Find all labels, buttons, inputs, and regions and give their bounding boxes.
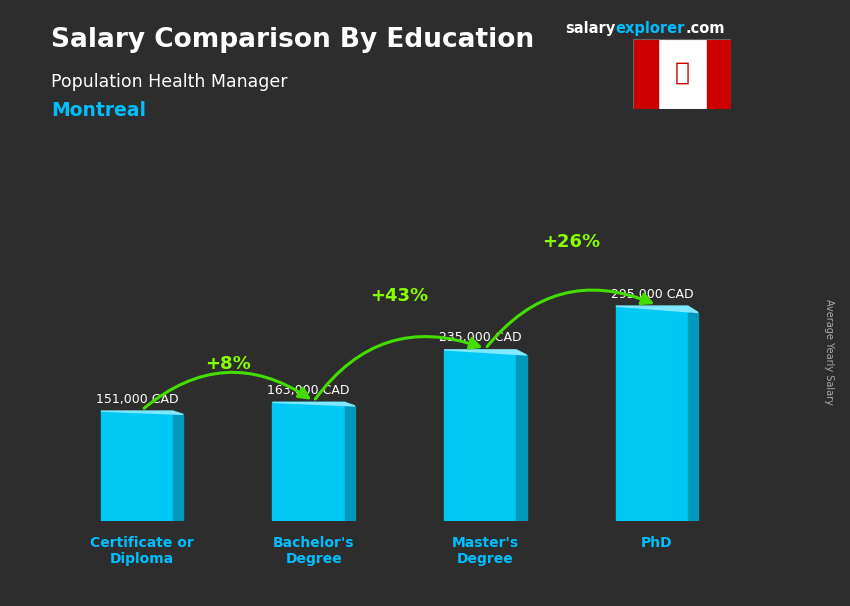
- Text: .com: .com: [685, 21, 724, 36]
- Polygon shape: [273, 402, 354, 406]
- Text: salary: salary: [565, 21, 615, 36]
- Bar: [615, 306, 688, 521]
- Text: Montreal: Montreal: [51, 101, 146, 120]
- Text: Salary Comparison By Education: Salary Comparison By Education: [51, 27, 534, 53]
- Bar: [688, 313, 698, 521]
- Text: 🍁: 🍁: [675, 61, 689, 84]
- Text: +43%: +43%: [371, 287, 428, 305]
- Bar: [633, 39, 658, 109]
- Text: +8%: +8%: [205, 355, 251, 373]
- Bar: [101, 411, 173, 521]
- Text: 235,000 CAD: 235,000 CAD: [439, 331, 522, 344]
- Bar: [516, 355, 526, 521]
- Text: explorer: explorer: [615, 21, 685, 36]
- Polygon shape: [101, 411, 184, 415]
- Bar: [445, 350, 516, 521]
- Text: Average Yearly Salary: Average Yearly Salary: [824, 299, 834, 404]
- Text: Bachelor's
Degree: Bachelor's Degree: [273, 536, 354, 567]
- Bar: [273, 402, 344, 521]
- Text: 163,000 CAD: 163,000 CAD: [267, 384, 349, 397]
- Text: Certificate or
Diploma: Certificate or Diploma: [90, 536, 194, 567]
- Text: Master's
Degree: Master's Degree: [451, 536, 518, 567]
- Text: PhD: PhD: [641, 536, 673, 550]
- Polygon shape: [615, 306, 698, 313]
- Polygon shape: [445, 350, 526, 355]
- Text: Population Health Manager: Population Health Manager: [51, 73, 287, 91]
- Bar: [706, 39, 731, 109]
- Text: +26%: +26%: [542, 233, 600, 251]
- Text: 151,000 CAD: 151,000 CAD: [95, 393, 178, 405]
- Bar: [344, 406, 354, 521]
- Bar: [173, 415, 184, 521]
- Text: 295,000 CAD: 295,000 CAD: [610, 288, 693, 301]
